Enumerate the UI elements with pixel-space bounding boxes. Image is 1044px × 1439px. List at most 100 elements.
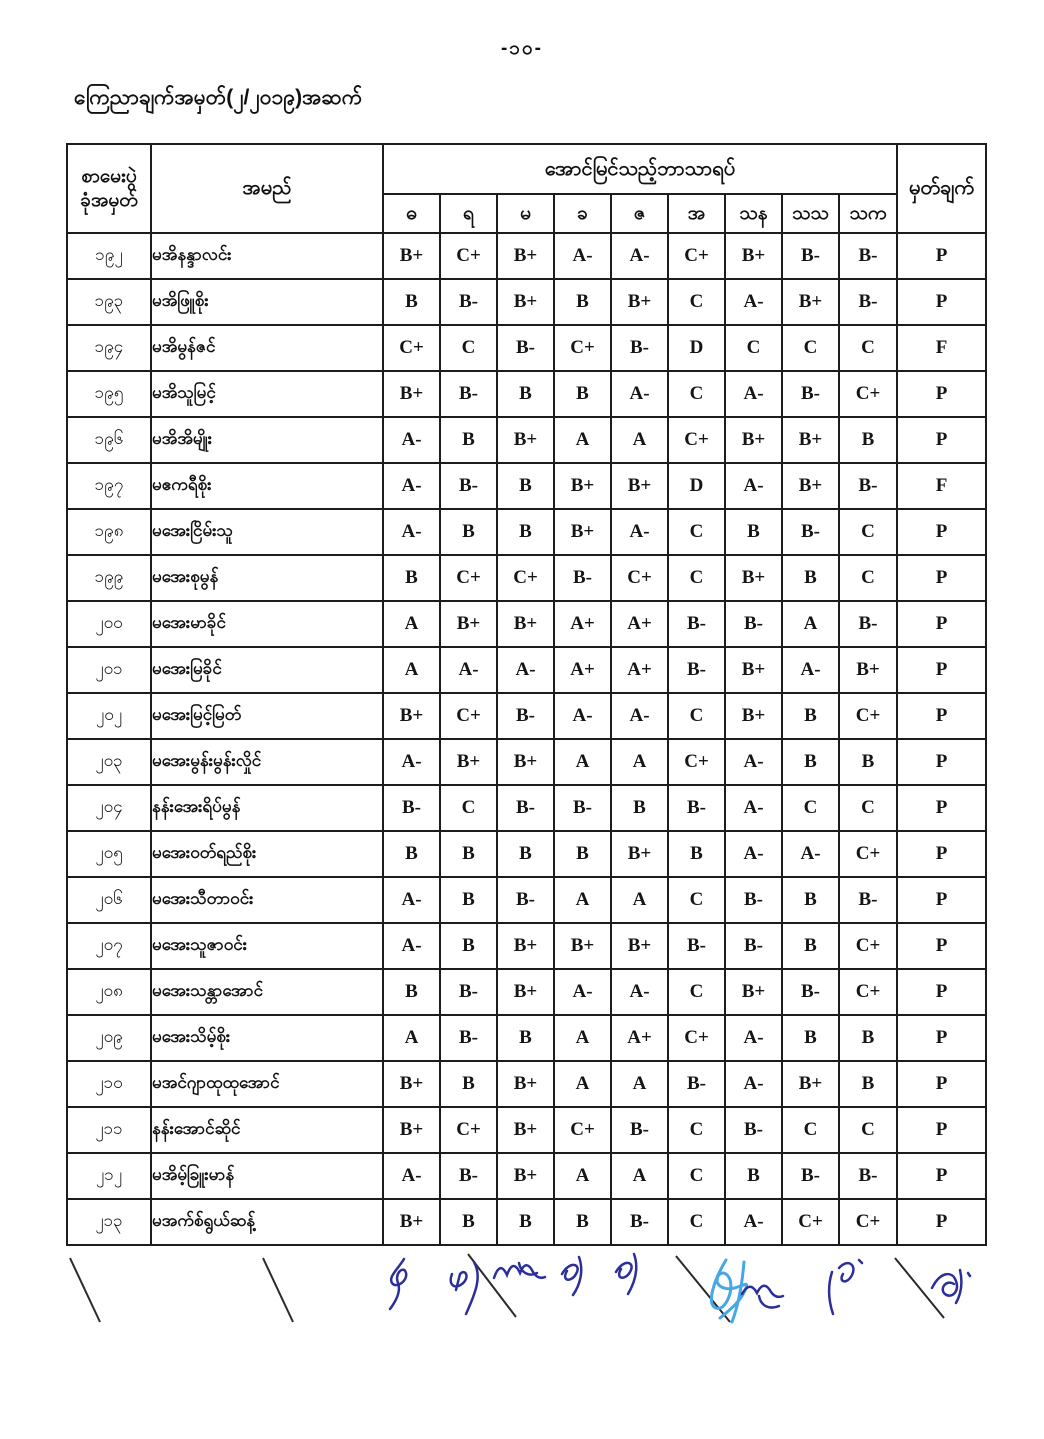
grade-cell: C — [781, 1106, 840, 1154]
grade-cell: C+ — [553, 1106, 612, 1154]
grade-cell: B+ — [382, 1060, 441, 1108]
check-slash — [894, 1257, 945, 1319]
roll-number-cell: ၁၉၉ — [66, 554, 152, 602]
grade-cell: A- — [382, 922, 441, 970]
table-row: ၂၀၈ မအေးသန္တာအောင် B B- B+ A- A- C B+ B-… — [66, 968, 987, 1016]
grade-cell: B — [838, 1014, 898, 1062]
grade-cell: C — [667, 370, 726, 418]
roll-number-cell: ၂၀၄ — [66, 784, 152, 832]
student-name-cell: မအေးဝတ်ရည်စိုး — [150, 830, 384, 878]
grade-cell: C+ — [838, 692, 898, 740]
table-row: ၂၀၆ မအေးသီတာဝင်း A- B B- A A C B- B B- P — [66, 876, 987, 924]
table-row: ၂၀၇ မအေးသူဇာဝင်း A- B B+ B+ B+ B- B- B C… — [66, 922, 987, 970]
grade-cell: B — [382, 968, 441, 1016]
grade-cell: B- — [610, 1106, 669, 1154]
table-row: ၂၀၃ မအေးမွန်းမွန်းလှိုင် A- B+ B+ A A C+… — [66, 738, 987, 786]
grade-cell: B+ — [496, 600, 555, 648]
header-roll-line1: စာမေးပွဲ — [81, 165, 137, 187]
student-name-cell: မအိအိမျိုး — [150, 416, 384, 464]
grade-cell: B+ — [439, 600, 498, 648]
grade-cell: B — [496, 830, 555, 878]
grade-cell: C+ — [439, 692, 498, 740]
grade-cell: B+ — [724, 554, 783, 602]
grade-cell: B- — [439, 370, 498, 418]
grade-cell: B- — [610, 324, 669, 372]
grade-cell: A — [610, 1060, 669, 1108]
signature-mark — [560, 1255, 583, 1297]
page-number: -၁၀- — [500, 38, 544, 59]
roll-number-cell: ၂၁၂ — [66, 1152, 152, 1200]
grade-cell: A+ — [553, 646, 612, 694]
roll-number-cell: ၂၀၇ — [66, 922, 152, 970]
grade-cell: B+ — [781, 416, 840, 464]
grade-cell: A — [382, 600, 441, 648]
student-name-cell: မအိသူမြင့် — [150, 370, 384, 418]
grade-cell: C+ — [610, 554, 669, 602]
grade-cell: C+ — [667, 416, 726, 464]
table-row: ၂၀၁ မအေးမြခိုင် A A- A- A+ A+ B- B+ A- B… — [66, 646, 987, 694]
student-name-cell: မအိနန္ဒာလင်း — [150, 232, 384, 280]
grade-cell: B — [553, 1198, 612, 1246]
student-name-cell: မအိဖြူစိုး — [150, 278, 384, 326]
remark-cell: P — [896, 232, 987, 280]
grade-cell: B+ — [496, 1060, 555, 1108]
signature-mark — [930, 1268, 972, 1305]
grade-cell: B+ — [610, 922, 669, 970]
grade-cell: B- — [838, 1152, 898, 1200]
grade-cell: C — [838, 1106, 898, 1154]
grade-cell: B — [781, 554, 840, 602]
grade-cell: A- — [553, 232, 612, 280]
remark-cell: P — [896, 370, 987, 418]
student-name-cell: မအေးမြင့်မြတ် — [150, 692, 384, 740]
grade-cell: C — [838, 784, 898, 832]
remark-cell: P — [896, 646, 987, 694]
grade-cell: C — [667, 278, 726, 326]
grade-cell: C+ — [838, 830, 898, 878]
signature-area — [69, 1252, 972, 1324]
grade-cell: A- — [553, 692, 612, 740]
remark-cell: P — [896, 600, 987, 648]
grade-cell: A- — [781, 646, 840, 694]
grade-cell: A+ — [610, 646, 669, 694]
grade-cell: C+ — [667, 738, 726, 786]
grade-cell: A- — [382, 508, 441, 556]
grade-cell: B+ — [838, 646, 898, 694]
grade-cell: B — [781, 692, 840, 740]
remark-cell: P — [896, 876, 987, 924]
grade-cell: B — [838, 1060, 898, 1108]
grade-cell: A- — [610, 370, 669, 418]
grade-cell: D — [667, 462, 726, 510]
remark-cell: P — [896, 1014, 987, 1062]
student-name-cell: မအေးမွန်းမွန်းလှိုင် — [150, 738, 384, 786]
student-name-cell: နန်းအောင်ဆိုင် — [150, 1106, 384, 1154]
grade-cell: A- — [382, 462, 441, 510]
roll-number-cell: ၂၀၂ — [66, 692, 152, 740]
subject-col-3: ခ — [553, 193, 612, 234]
grade-cell: B- — [838, 462, 898, 510]
grade-cell: B- — [439, 462, 498, 510]
grade-cell: B+ — [553, 508, 612, 556]
grade-cell: C — [667, 1106, 726, 1154]
grade-cell: A+ — [610, 1014, 669, 1062]
grade-cell: B+ — [724, 692, 783, 740]
roll-number-cell: ၁၉၂ — [66, 232, 152, 280]
grade-cell: B- — [496, 784, 555, 832]
grade-cell: A — [382, 646, 441, 694]
grade-cell: B+ — [496, 1152, 555, 1200]
remark-cell: P — [896, 1106, 987, 1154]
grade-cell: B- — [838, 232, 898, 280]
table-row: ၁၉၉ မအေးစုမွန် B C+ C+ B- C+ C B+ B C P — [66, 554, 987, 602]
grade-cell: A- — [382, 1152, 441, 1200]
grade-cell: B- — [667, 646, 726, 694]
subject-col-5: အ — [667, 193, 726, 234]
student-name-cell: မအေးစုမွန် — [150, 554, 384, 602]
grade-cell: B- — [667, 1060, 726, 1108]
announcement-line: ကြေညာချက်အမှတ်(၂/၂၀၁၉)အဆက် — [74, 86, 363, 109]
grade-cell: B- — [724, 600, 783, 648]
remark-cell: P — [896, 968, 987, 1016]
check-slash — [69, 1257, 101, 1323]
remark-cell: F — [896, 462, 987, 510]
grade-cell: B+ — [724, 232, 783, 280]
roll-number-cell: ၁၉၃ — [66, 278, 152, 326]
grade-cell: C — [781, 324, 840, 372]
